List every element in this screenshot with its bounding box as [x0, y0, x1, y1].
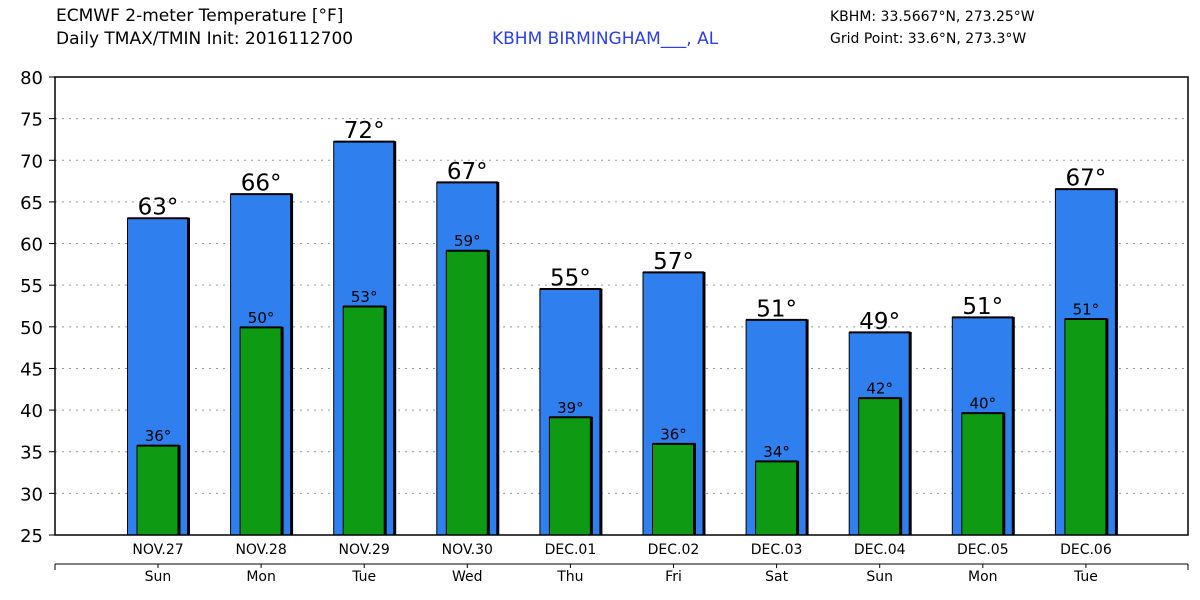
x-date-label: NOV.29	[339, 542, 390, 558]
x-weekday-label: Sat	[765, 569, 788, 585]
x-weekday-label: Fri	[665, 569, 682, 585]
y-tick-label: 70	[20, 151, 43, 172]
tmin-value-label: 39°	[557, 399, 584, 417]
x-weekday-label: Tue	[351, 569, 376, 585]
chart-title: ECMWF 2-meter Temperature [°F]	[56, 6, 344, 26]
y-tick-label: 40	[20, 401, 43, 422]
tmin-value-label: 42°	[866, 380, 893, 398]
y-tick-label: 30	[20, 484, 43, 505]
tmax-value-label: 57°	[653, 249, 694, 275]
tmin-value-label: 36°	[660, 425, 687, 443]
tmin-bar	[137, 445, 179, 535]
x-date-label: DEC.01	[545, 542, 597, 558]
tmin-bar	[652, 443, 695, 535]
tmin-bar	[858, 397, 901, 535]
tmin-value-label: 59°	[454, 232, 481, 250]
y-tick-label: 55	[20, 276, 43, 297]
tmax-value-label: 55°	[550, 266, 591, 292]
tmax-value-label: 67°	[447, 159, 488, 185]
y-tick-label: 45	[20, 359, 43, 380]
x-date-label: DEC.02	[648, 542, 700, 558]
tmin-bar	[240, 326, 283, 535]
tmax-value-label: 66°	[241, 171, 282, 197]
tmin-value-label: 34°	[763, 443, 790, 461]
x-date-label: DEC.04	[854, 542, 906, 558]
y-tick-label: 75	[20, 110, 43, 131]
tmax-value-label: 51°	[962, 294, 1003, 320]
x-weekday-label: Mon	[246, 569, 276, 585]
x-date-label: DEC.03	[751, 542, 803, 558]
x-weekday-label: Wed	[452, 569, 483, 585]
y-tick-label: 60	[20, 235, 43, 256]
station-coordinates: KBHM: 33.5667°N, 273.25°W	[830, 9, 1035, 25]
y-tick-label: 35	[20, 443, 43, 464]
plot-frame	[54, 76, 1189, 536]
y-tick-label: 65	[20, 193, 43, 214]
tmin-value-label: 51°	[1073, 300, 1100, 318]
station-name: KBHM BIRMINGHAM___, AL	[492, 29, 719, 49]
tmin-bar	[961, 412, 1004, 535]
tmax-value-label: 51°	[756, 296, 797, 322]
chart-subtitle: Daily TMAX/TMIN Init: 2016112700	[56, 29, 354, 49]
tmin-bar	[1064, 318, 1107, 535]
tmin-value-label: 40°	[970, 395, 997, 413]
y-tick-label: 25	[20, 526, 43, 547]
tmin-bar	[755, 460, 798, 535]
tmin-bar	[446, 250, 489, 535]
tmax-value-label: 72°	[344, 118, 385, 144]
x-date-label: NOV.28	[235, 542, 286, 558]
tmax-value-label: 67°	[1066, 166, 1107, 192]
x-weekday-label: Tue	[1073, 569, 1098, 585]
y-tick-label: 80	[20, 68, 43, 89]
tmin-value-label: 53°	[351, 288, 378, 306]
tmax-value-label: 49°	[859, 309, 900, 335]
tmin-bar	[343, 306, 386, 535]
y-tick-label: 50	[20, 318, 43, 339]
x-date-label: DEC.05	[957, 542, 1009, 558]
grid-point-coordinates: Grid Point: 33.6°N, 273.3°W	[830, 31, 1027, 47]
x-weekday-label: Sun	[866, 569, 893, 585]
x-weekday-label: Sun	[145, 569, 172, 585]
tmax-value-label: 63°	[138, 195, 179, 221]
tmin-value-label: 36°	[145, 427, 172, 445]
x-weekday-label: Thu	[556, 569, 583, 585]
x-date-label: NOV.27	[132, 542, 183, 558]
tmin-bar	[549, 416, 592, 535]
tmin-value-label: 50°	[248, 309, 275, 327]
x-date-label: NOV.30	[442, 542, 493, 558]
x-date-label: DEC.06	[1060, 542, 1112, 558]
x-weekday-label: Mon	[968, 569, 998, 585]
